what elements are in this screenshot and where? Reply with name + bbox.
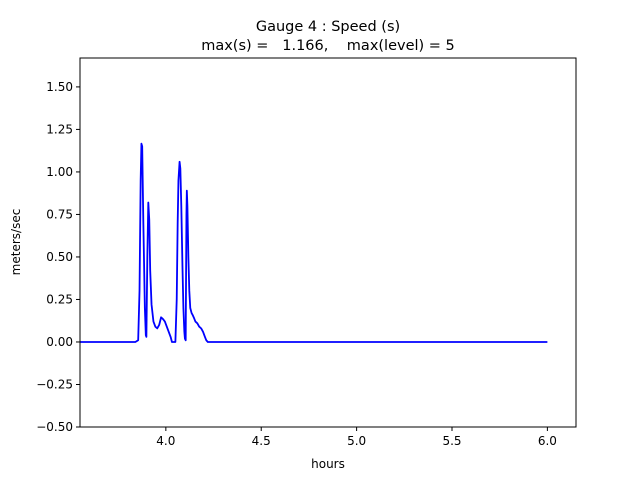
- y-tick-label-7: 1.25: [46, 122, 73, 136]
- chart-title: Gauge 4 : Speed (s): [256, 19, 400, 35]
- x-tick-label-0: 4.0: [156, 434, 175, 448]
- plot-frame: [79, 57, 577, 428]
- y-tick-label-8: 1.50: [46, 80, 73, 94]
- plot-area: 4.0 4.5 5.0 5.5 6.0 −0.50 −0.25 0.00 0.25 0.50 0.7…: [36, 57, 577, 448]
- x-tick-label-2: 5.0: [347, 434, 366, 448]
- y-tick-label-2: 0.00: [46, 335, 73, 349]
- y-tick-label-3: 0.25: [46, 292, 73, 306]
- x-tick-label-3: 5.5: [442, 434, 461, 448]
- y-axis-label: meters/sec: [9, 209, 23, 276]
- x-axis-label: hours: [311, 457, 345, 471]
- x-tick-label-4: 6.0: [538, 434, 557, 448]
- y-tick-label-5: 0.75: [46, 207, 73, 221]
- y-tick-label-4: 0.50: [46, 250, 73, 264]
- chart-subtitle: max(s) = 1.166, max(level) = 5: [201, 38, 455, 54]
- x-tick-label-1: 4.5: [252, 434, 271, 448]
- y-tick-label-0: −0.50: [36, 420, 73, 434]
- y-tick-label-6: 1.00: [46, 165, 73, 179]
- series-line-0: [80, 142, 548, 343]
- y-tick-label-1: −0.25: [36, 377, 73, 391]
